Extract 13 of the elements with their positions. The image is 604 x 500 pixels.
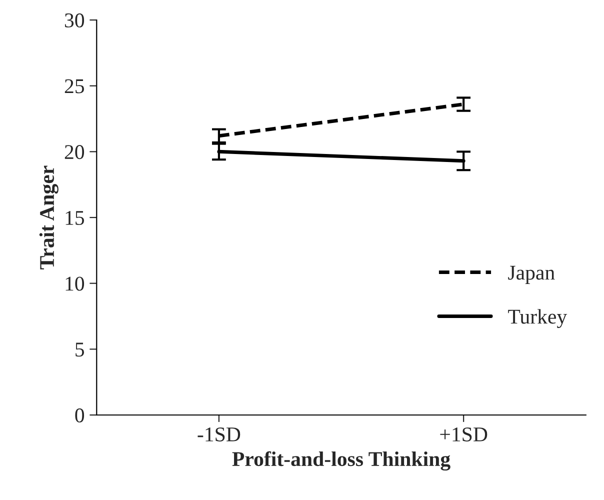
y-tick-label: 15 bbox=[66, 210, 84, 225]
y-tick-label: 25 bbox=[64, 79, 84, 94]
x-tick-label: -1SD bbox=[198, 427, 240, 442]
y-tick-label: 0 bbox=[75, 408, 84, 422]
x-axis-title: Profit-and-loss Thinking bbox=[232, 451, 450, 471]
legend-label: Turkey bbox=[508, 309, 568, 328]
y-tick-label: 30 bbox=[64, 13, 84, 28]
y-tick-label: 5 bbox=[76, 342, 84, 357]
y-tick-label: 20 bbox=[64, 145, 84, 160]
y-axis-title: Trait Anger bbox=[39, 166, 58, 270]
y-tick-label: 10 bbox=[66, 276, 84, 291]
x-tick-label: +1SD bbox=[440, 427, 488, 442]
legend-label: Japan bbox=[508, 266, 555, 284]
